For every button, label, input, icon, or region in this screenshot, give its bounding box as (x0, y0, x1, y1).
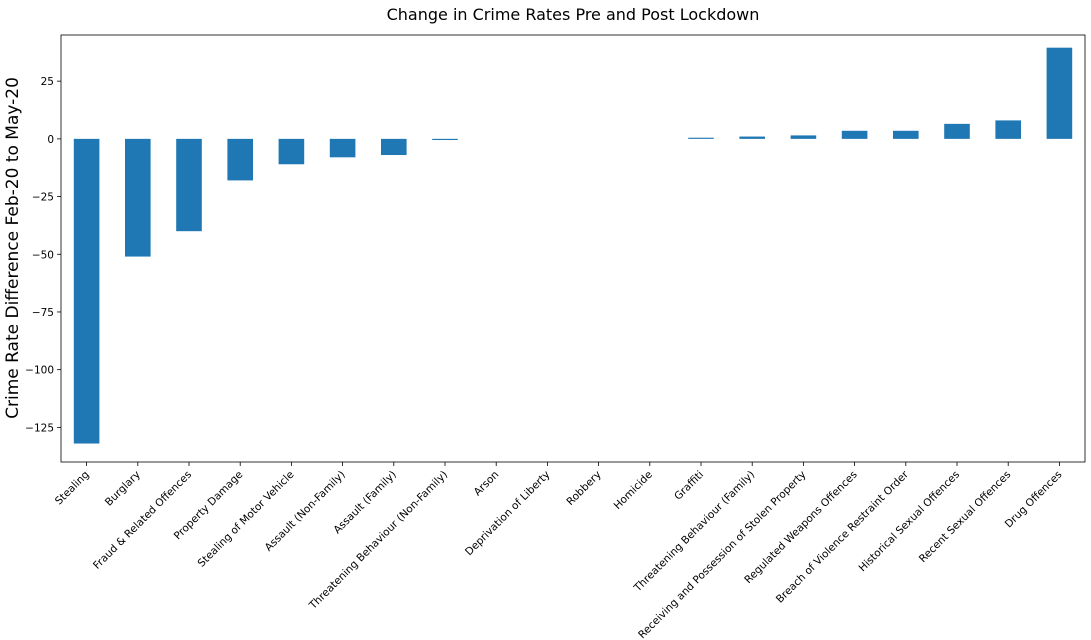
x-tick-label: Stealing (53, 469, 92, 508)
bar (73, 138, 100, 444)
x-tick-label: Burglary (103, 469, 143, 509)
y-tick-label: −75 (32, 307, 54, 319)
x-tick-label: Graffiti (672, 469, 706, 503)
bar (381, 138, 407, 156)
bar (841, 130, 868, 139)
bar (125, 138, 151, 257)
bar (227, 138, 253, 181)
bar (739, 136, 765, 139)
plot-area: 25 0 −25 −50 −75 −100 −125 Stealing BurglaryFrau… (25, 34, 1086, 640)
x-tick-label: Historical Sexual Offences (857, 469, 963, 575)
x-tick-label: Deprivation of Liberty (463, 469, 552, 558)
bar (893, 130, 919, 139)
x-tick-label: Arson (472, 469, 502, 499)
bar (432, 138, 458, 141)
x-tick-label: Recent Sexual Offences (917, 469, 1013, 565)
bar (176, 138, 202, 232)
x-tick-label: Fraud & Related Offences (91, 469, 194, 572)
y-tick-label: 25 (41, 76, 54, 88)
x-tick-label: Homicide (612, 469, 655, 512)
bar (329, 138, 356, 158)
bar (278, 138, 305, 165)
bar (944, 123, 970, 139)
y-tick-label: −25 (32, 192, 54, 204)
y-tick-label: −100 (25, 365, 54, 377)
x-tick-label: Regulated Weapons Offences (742, 469, 859, 586)
bar (995, 120, 1021, 139)
x-tick-label: Robbery (564, 469, 603, 508)
bar (688, 137, 714, 139)
bar (790, 135, 817, 139)
y-axis-label: Crime Rate Difference Feb-20 to May-20 (3, 77, 23, 419)
y-tick-label: 0 (47, 134, 54, 146)
x-tick-label: Stealing of Motor Vehicle (196, 469, 297, 570)
y-tick-label: −50 (32, 249, 54, 261)
axes-frame (60, 34, 1086, 463)
chart-title: Change in Crime Rates Pre and Post Lockd… (387, 5, 760, 24)
y-tick-label: −125 (25, 422, 54, 434)
bar (1046, 47, 1073, 139)
